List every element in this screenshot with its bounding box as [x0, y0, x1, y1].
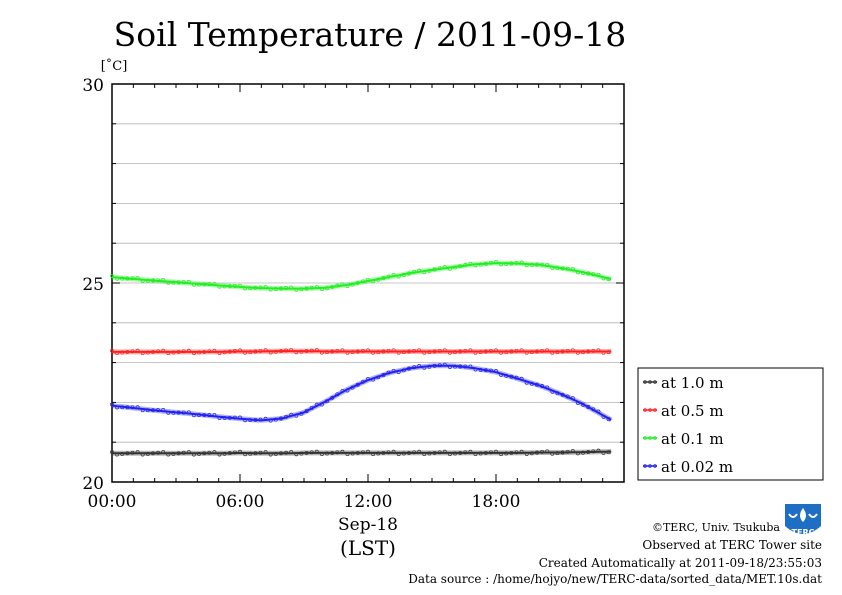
x-axis-label: (LST) — [340, 536, 396, 560]
legend-swatch-marker — [653, 380, 657, 384]
legend-swatch-marker — [653, 408, 657, 412]
x-tick-label-1200: 12:00 — [344, 492, 393, 512]
legend: at 1.0 m at 0.5 m at 0.1 m at 0.02 m — [637, 367, 824, 481]
series-line-at-0-5-m — [112, 350, 612, 353]
y-tick-label-20: 20 — [82, 474, 104, 494]
legend-label-1-0m: at 1.0 m — [661, 374, 724, 392]
x-tick-label-0000: 00:00 — [88, 492, 137, 512]
legend-box — [637, 367, 824, 481]
series-line-at-0-1-m — [111, 262, 612, 290]
chart-title: Soil Temperature / 2011-09-18 — [114, 15, 627, 54]
y-tick-label-25: 25 — [82, 275, 104, 295]
series-line-at-1-0-m — [112, 450, 612, 455]
x-date-label: Sep-18 — [338, 515, 398, 535]
terc-logo: TERC — [783, 502, 823, 540]
footer-source: Data source : /home/hojyo/new/TERC-data/… — [408, 572, 822, 586]
data-series — [110, 259, 613, 457]
legend-label-0-02m: at 0.02 m — [661, 458, 733, 476]
legend-swatch-marker — [643, 464, 647, 468]
footer-created: Created Automatically at 2011-09-18/23:5… — [538, 556, 822, 570]
footer-site: Observed at TERC Tower site — [642, 538, 822, 552]
legend-swatch-marker — [648, 408, 652, 412]
axis-ticks — [111, 83, 625, 483]
legend-swatch-marker — [648, 380, 652, 384]
legend-swatch-marker — [653, 464, 657, 468]
footer-copyright: ©TERC, Univ. Tsukuba — [651, 521, 780, 534]
logo-text: TERC — [792, 528, 815, 537]
legend-swatch-marker — [648, 464, 652, 468]
y-tick-label-30: 30 — [82, 76, 104, 96]
legend-swatch-marker — [643, 380, 647, 384]
x-tick-label-1800: 18:00 — [472, 492, 521, 512]
legend-label-0-5m: at 0.5 m — [661, 402, 724, 420]
x-tick-label-0600: 06:00 — [216, 492, 265, 512]
series-line-at-0-1-m-halo — [111, 260, 612, 292]
legend-swatch-marker — [653, 436, 657, 440]
legend-swatch-marker — [643, 408, 647, 412]
y-axis-unit: [˚C] — [101, 58, 128, 74]
legend-label-0-1m: at 0.1 m — [661, 430, 724, 448]
series-line-at-0-02-m — [111, 364, 612, 422]
legend-swatch-marker — [643, 436, 647, 440]
legend-swatch-marker — [648, 436, 652, 440]
